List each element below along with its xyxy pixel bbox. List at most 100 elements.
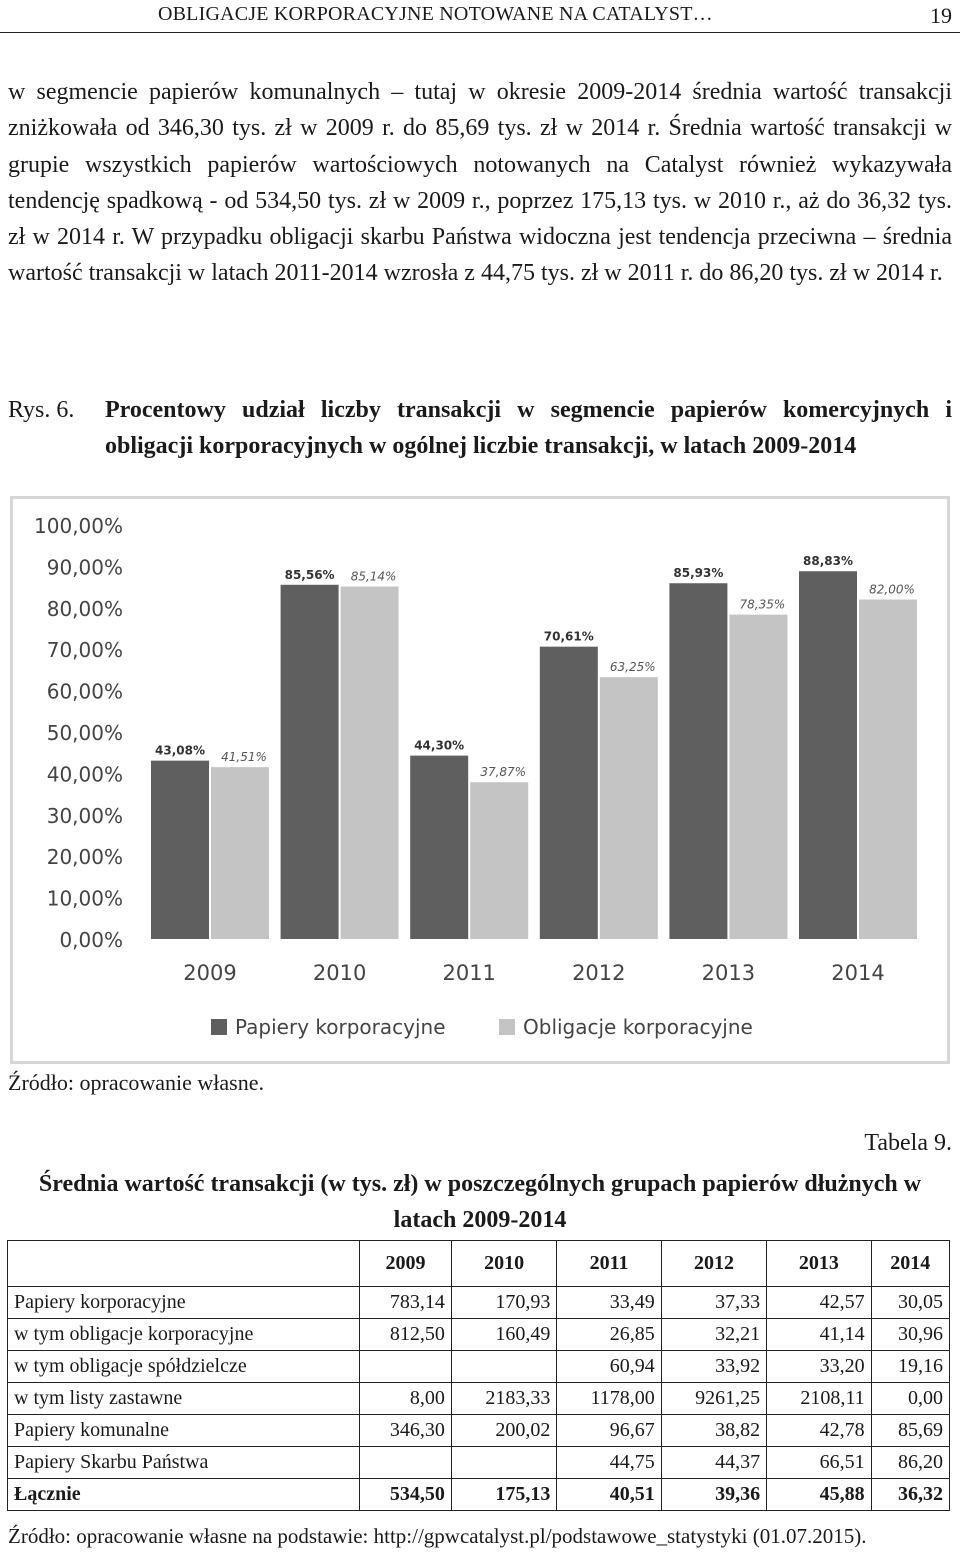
legend-label-series-1: Papiery korporacyjne [235,1015,446,1039]
table-cell: 42,57 [766,1286,872,1319]
table-cell: 44,37 [660,1446,768,1479]
y-tick-label: 0,00% [59,928,123,952]
y-tick-label: 20,00% [47,845,123,869]
data-label-series-1: 85,56% [285,568,335,582]
table-cell [359,1350,452,1383]
bar-series-2 [859,599,917,939]
table-cell: 66,51 [766,1446,872,1479]
bar-series-1 [410,755,469,939]
data-label-series-1: 70,61% [544,630,594,644]
table-title: Średnia wartość transakcji (w tys. zł) w… [38,1171,922,1233]
x-tick-label: 2014 [831,961,884,985]
data-label-series-2: 85,14% [351,570,397,584]
bar-series-2 [211,767,269,939]
x-tick-label: 2010 [313,961,366,985]
figure-source: Źródło: opracowanie własne. [8,1070,264,1095]
y-tick-label: 40,00% [47,762,123,786]
y-tick-label: 60,00% [47,680,123,704]
table-cell: 36,32 [870,1478,951,1511]
bar-series-2 [470,782,529,939]
table-row-label: w tym obligacje spółdzielcze [7,1350,360,1383]
table-cell: 45,88 [766,1478,872,1511]
table-row-label: Papiery komunalne [7,1414,360,1447]
table-header-year: 2009 [359,1240,452,1287]
y-tick-label: 10,00% [47,887,123,911]
table-label: Tabela 9. [864,1130,952,1156]
table-cell: 41,14 [766,1318,872,1351]
x-tick-label: 2011 [442,961,495,985]
data-label-series-2: 37,87% [480,765,526,779]
data-label-series-1: 85,93% [673,566,723,580]
table-cell: 33,20 [766,1350,872,1383]
table-cell: 2183,33 [450,1382,558,1415]
table-row-label: Papiery korporacyjne [7,1286,360,1319]
y-tick-label: 100,00% [34,514,123,538]
table-header-year: 2010 [450,1240,558,1287]
table-cell: 346,30 [359,1414,452,1447]
legend-label-series-2: Obligacje korporacyjne [523,1015,753,1039]
figure-caption-text: Procentowy udział liczby transakcji w se… [105,397,952,459]
table-cell: 30,96 [870,1318,951,1351]
table-header-row: 2009 2010 2011 2012 2013 2014 [7,1240,951,1287]
page-number: 19 [930,3,952,28]
table-header-corner [7,1240,360,1287]
table-row: w tym listy zastawne 8,00 2183,33 1178,00 92… [7,1382,951,1415]
data-label-series-1: 43,08% [155,744,205,758]
table-cell: 37,33 [660,1286,768,1319]
table-cell: 1178,00 [556,1382,662,1415]
table-row: Papiery komunalne 346,30 200,02 96,67 38,82 4… [7,1414,951,1447]
body-paragraph: w segmencie papierów komunalnych – tutaj… [8,79,952,287]
table-row: Papiery korporacyjne 783,14 170,93 33,49 37,… [7,1286,951,1319]
running-header: OBLIGACJE KORPORACYJNE NOTOWANE NA CATAL… [0,0,960,33]
table-header-year: 2012 [660,1240,768,1287]
table-cell: 170,93 [450,1286,558,1319]
table-source: Źródło: opracowanie własne na podstawie:… [8,1524,867,1548]
table-cell: 33,49 [556,1286,662,1319]
table-cell [450,1446,558,1479]
bar-series-2 [729,614,788,939]
table-row: Łącznie 534,50 175,13 40,51 39,36 45,88 36,32 [7,1478,951,1511]
table-row: w tym obligacje korporacyjne 812,50 160,49… [7,1318,951,1351]
table-row-label: w tym listy zastawne [7,1382,360,1415]
bar-series-1 [151,760,209,939]
bar-series-1 [280,584,339,939]
x-tick-label: 2013 [702,961,755,985]
data-label-series-2: 41,51% [221,750,267,764]
table-cell: 8,00 [359,1382,452,1415]
table-cell: 33,92 [660,1350,768,1383]
data-label-series-2: 82,00% [869,583,915,597]
table-cell: 783,14 [359,1286,452,1319]
table-cell: 86,20 [870,1446,951,1479]
data-label-series-1: 44,30% [414,739,464,753]
table-cell: 42,78 [766,1414,872,1447]
y-tick-label: 50,00% [47,721,123,745]
table-header-year: 2014 [870,1240,951,1287]
table-cell [359,1446,452,1479]
y-tick-label: 80,00% [47,597,123,621]
data-label-series-2: 63,25% [610,660,656,674]
x-tick-label: 2009 [183,961,236,985]
y-tick-label: 90,00% [47,555,123,579]
figure-number: Rys. 6. [8,397,75,423]
table-row: w tym obligacje spółdzielcze 60,94 33,92 33… [7,1350,951,1383]
table-cell: 96,67 [556,1414,662,1447]
table-cell: 32,21 [660,1318,768,1351]
table-cell: 38,82 [660,1414,768,1447]
table-cell: 39,36 [660,1478,768,1511]
table-cell: 175,13 [450,1478,558,1511]
bar-series-2 [340,586,399,939]
table-header-year: 2011 [556,1240,662,1287]
table-cell: 9261,25 [660,1382,768,1415]
table-cell: 30,05 [870,1286,951,1319]
table-cell: 40,51 [556,1478,662,1511]
data-table: 2009 2010 2011 2012 2013 2014 Papiery korpora… [7,1240,951,1511]
table-cell: 19,16 [870,1350,951,1383]
table-cell [450,1350,558,1383]
table-header-year: 2013 [766,1240,872,1287]
bar-chart: 0,00% 10,00% 20,00% 30,00% 40,00% 50,00% 60,00… [10,496,950,1064]
table-cell: 26,85 [556,1318,662,1351]
x-tick-label: 2012 [572,961,625,985]
table-cell: 2108,11 [766,1382,872,1415]
table-cell: 44,75 [556,1446,662,1479]
table-row: Papiery Skarbu Państwa 44,75 44,37 66,51 86,… [7,1446,951,1479]
